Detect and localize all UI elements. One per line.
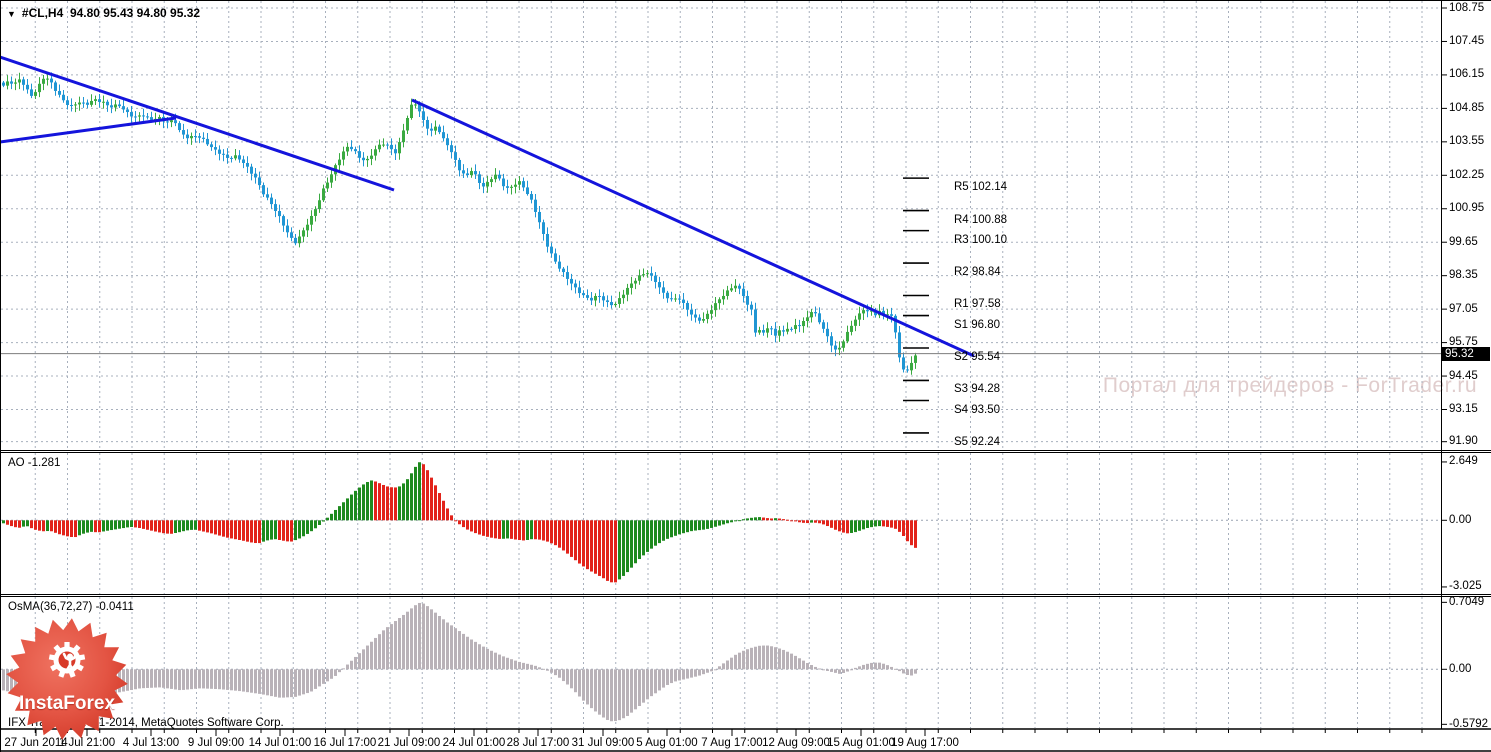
symbol-ohlc-line: ▼ #CL,H4 94.80 95.43 94.80 95.32	[7, 6, 200, 20]
ao-axis-label: 0.00	[1449, 513, 1472, 526]
price-axis-label: 102.25	[1449, 168, 1485, 181]
ohlc-values: 94.80 95.43 94.80 95.32	[69, 6, 201, 20]
time-axis-label: 9 Jul 09:00	[187, 737, 245, 749]
osma-axis-label: 0.00	[1449, 662, 1472, 675]
time-axis-label: 5 Aug 01:00	[636, 737, 698, 749]
pivot-label: S4 93.50	[954, 403, 1001, 416]
instaforex-logo: InstaForex	[4, 616, 130, 744]
osma-indicator-label: OsMA(36,72,27) -0.0411	[8, 601, 134, 613]
ao-indicator-label: AO -1.281	[8, 457, 61, 469]
price-axis-label: 91.90	[1449, 435, 1478, 448]
price-axis-label: 98.35	[1449, 269, 1478, 282]
one-click-trading-arrow-icon[interactable]: ▼	[7, 9, 16, 19]
time-axis-label: 16 Jul 17:00	[313, 737, 377, 749]
pivot-label: S3 94.28	[954, 383, 1001, 396]
time-axis-label: 19 Aug 17:00	[891, 737, 959, 749]
instaforex-logo-text: InstaForex	[18, 693, 116, 714]
time-axis-label: 4 Jul 13:00	[122, 737, 180, 749]
price-axis-label: 97.05	[1449, 302, 1478, 315]
symbol-period-label: #CL,H4	[21, 6, 64, 20]
time-axis-label: 21 Jul 09:00	[377, 737, 441, 749]
ao-axis-label: 2.649	[1449, 455, 1478, 468]
time-axis-label: 15 Aug 01:00	[827, 737, 895, 749]
time-axis-label: 1 Jul 21:00	[58, 737, 116, 749]
time-axis-label: 12 Aug 09:00	[762, 737, 830, 749]
price-axis-label: 95.75	[1449, 336, 1478, 349]
pivot-label: S5 92.24	[954, 435, 1001, 448]
pivot-label: R3 100.10	[954, 233, 1008, 246]
time-axis-label: 27 Jun 2014	[4, 737, 68, 749]
pivot-label: S1 96.80	[954, 318, 1001, 331]
price-axis-label: 107.45	[1449, 34, 1485, 47]
price-axis-label: 93.15	[1449, 403, 1478, 415]
current-price-badge: 95.32	[1442, 346, 1490, 361]
time-axis-label: 28 Jul 17:00	[506, 737, 570, 749]
pivot-label: S2 95.54	[954, 350, 1001, 363]
price-axis-label: 104.85	[1449, 101, 1485, 114]
time-axis-label: 14 Jul 01:00	[248, 737, 312, 749]
price-axis-label: 103.55	[1449, 135, 1485, 148]
ao-axis-label: -3.025	[1449, 580, 1482, 593]
price-axis-label: 108.75	[1449, 1, 1485, 14]
osma-axis-label: -0.5792	[1449, 717, 1489, 730]
time-axis-label: 31 Jul 09:00	[571, 737, 635, 749]
pivot-label: R5 102.14	[954, 181, 1008, 194]
price-axis-label: 94.45	[1449, 369, 1478, 382]
pivot-label: R4 100.88	[954, 213, 1008, 226]
pivot-label: R1 97.58	[954, 298, 1001, 311]
price-axis-label: 100.95	[1449, 202, 1485, 215]
price-axis-label: 106.15	[1449, 68, 1485, 81]
price-axis-label: 99.65	[1449, 235, 1478, 248]
pivot-label: R2 98.84	[954, 266, 1001, 279]
osma-axis-label: 0.7049	[1449, 595, 1485, 608]
time-axis-label: 24 Jul 01:00	[442, 737, 506, 749]
time-axis-label: 7 Aug 17:00	[701, 737, 763, 749]
instaforex-star-icon	[6, 618, 128, 740]
gear-person-icon	[48, 642, 86, 678]
